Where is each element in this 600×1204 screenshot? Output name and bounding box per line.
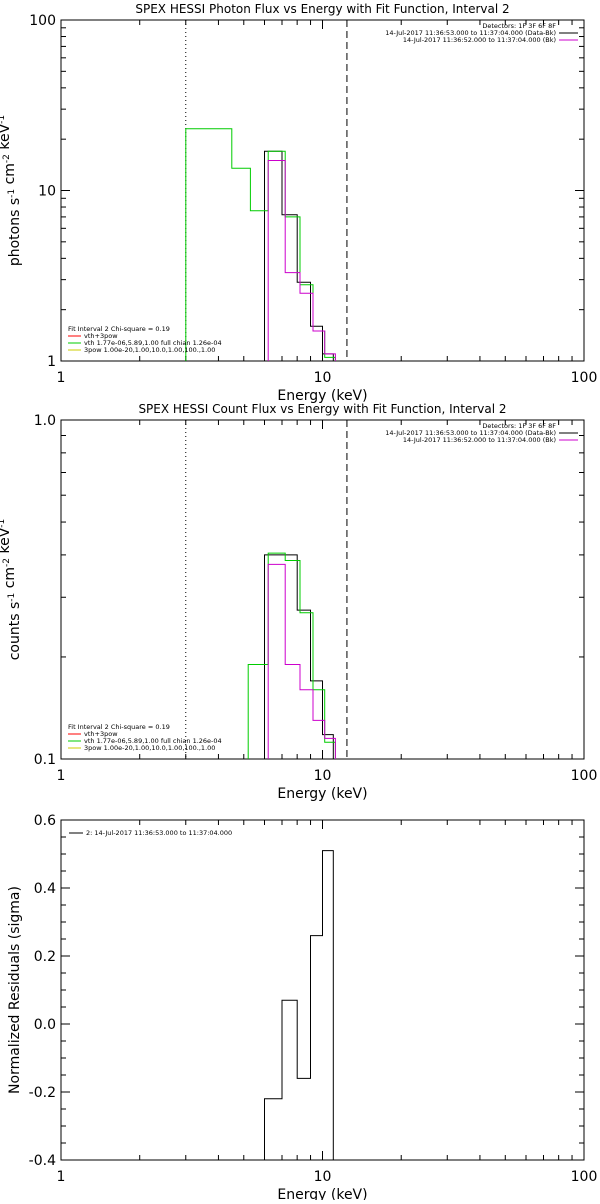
y-tick-label: -0.2 — [29, 1085, 56, 1101]
x-tick-label: 1 — [57, 370, 66, 386]
legend-bottom-entry: vth+3pow — [84, 730, 118, 738]
legend-top-entry: 14-Jul-2017 11:36:52.000 to 11:37:04.000… — [403, 436, 556, 444]
x-tick-label: 100 — [571, 768, 598, 784]
chart-title-1: SPEX HESSI Count Flux vs Energy with Fit… — [138, 402, 506, 416]
legend-top-entry: Detectors: 1F 3F 6F 8F — [482, 22, 556, 30]
y-tick-label: 1 — [47, 354, 56, 370]
x-tick-label: 100 — [571, 370, 598, 386]
legend-top-entry: 14-Jul-2017 11:36:52.000 to 11:37:04.000… — [403, 36, 556, 44]
y-axis-label-2: Normalized Residuals (sigma) — [7, 886, 23, 1094]
legend-bottom-entry: vth 1.77e-06,5.89,1.00 full chian 1.26e-… — [84, 737, 222, 745]
y-tick-label: -0.4 — [29, 1153, 56, 1169]
legend-bottom-entry: Fit Interval 2 Chi-square = 0.19 — [68, 325, 170, 333]
plot-frame-0 — [60, 19, 585, 362]
x-tick-label: 10 — [314, 768, 332, 784]
legend-bottom-entry: vth+3pow — [84, 332, 118, 340]
legend-bottom-entry: 3pow 1.00e-20,1.00,10.0,1.00,100.,1.00 — [84, 744, 215, 752]
legend-top-entry: 14-Jul-2017 11:36:53.000 to 11:37:04.000… — [385, 429, 556, 437]
series-residuals-2 — [264, 850, 334, 1160]
legend-bottom-entry: 3pow 1.00e-20,1.00,10.0,1.00,100.,1.00 — [84, 346, 215, 354]
x-tick-label: 1 — [57, 768, 66, 784]
y-tick-label: 100 — [29, 13, 56, 29]
series-data-bk-0 — [264, 150, 334, 361]
y-tick-label: 0.0 — [34, 1017, 56, 1033]
x-tick-label: 10 — [314, 1169, 332, 1185]
legend-bottom-entry: Fit Interval 2 Chi-square = 0.19 — [68, 723, 170, 731]
chart-title-0: SPEX HESSI Photon Flux vs Energy with Fi… — [135, 2, 509, 16]
series-vth-3pow-0 — [267, 160, 336, 361]
x-axis-label-0: Energy (keV) — [277, 388, 367, 404]
y-tick-label: 10 — [38, 184, 56, 200]
x-tick-label: 100 — [571, 1169, 598, 1185]
y-axis-label-1: counts s-1 cm-2 keV-1 — [0, 519, 23, 661]
x-tick-label: 10 — [314, 370, 332, 386]
y-tick-label: 1.0 — [34, 413, 56, 429]
x-axis-label-2: Energy (keV) — [277, 1187, 367, 1200]
series-vth-3pow-1 — [267, 563, 336, 759]
legend-residual-entry: 2: 14-Jul-2017 11:36:53.000 to 11:37:04.… — [86, 829, 232, 837]
series-data-bk-1 — [264, 554, 334, 759]
legend-top-entry: Detectors: 1F 3F 6F 8F — [482, 422, 556, 430]
x-axis-label-1: Energy (keV) — [277, 786, 367, 802]
y-tick-label: 0.2 — [34, 949, 56, 965]
x-tick-label: 1 — [57, 1169, 66, 1185]
y-tick-label: 0.1 — [34, 752, 56, 768]
y-tick-label: 0.4 — [34, 881, 56, 897]
y-tick-label: 0.6 — [34, 813, 56, 829]
y-axis-label-0: photons s-1 cm-2 keV-1 — [0, 115, 23, 266]
legend-bottom-entry: vth 1.77e-06,5.89,1.00 full chian 1.26e-… — [84, 339, 222, 347]
legend-top-entry: 14-Jul-2017 11:36:53.000 to 11:37:04.000… — [385, 29, 556, 37]
